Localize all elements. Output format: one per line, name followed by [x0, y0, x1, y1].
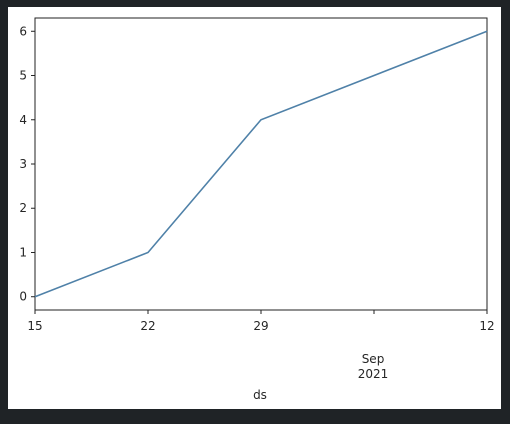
y-tick-label: 4	[19, 113, 27, 127]
x-tick-label: 22	[140, 319, 155, 333]
y-tick-label: 0	[19, 290, 27, 304]
x-axis-label: ds	[253, 388, 267, 402]
x-tick-label: 12	[479, 319, 494, 333]
x-tick-label: 15	[27, 319, 42, 333]
year-label: 2021	[358, 367, 389, 381]
series-line	[34, 30, 488, 298]
plot-area	[34, 17, 488, 311]
y-tick-label: 2	[19, 201, 27, 215]
y-tick-label: 1	[19, 245, 27, 259]
x-tick-label: 29	[253, 319, 268, 333]
y-tick-label: 5	[19, 69, 27, 83]
y-tick-label: 6	[19, 24, 27, 38]
month-label: Sep	[362, 352, 385, 366]
y-tick-label: 3	[19, 157, 27, 171]
